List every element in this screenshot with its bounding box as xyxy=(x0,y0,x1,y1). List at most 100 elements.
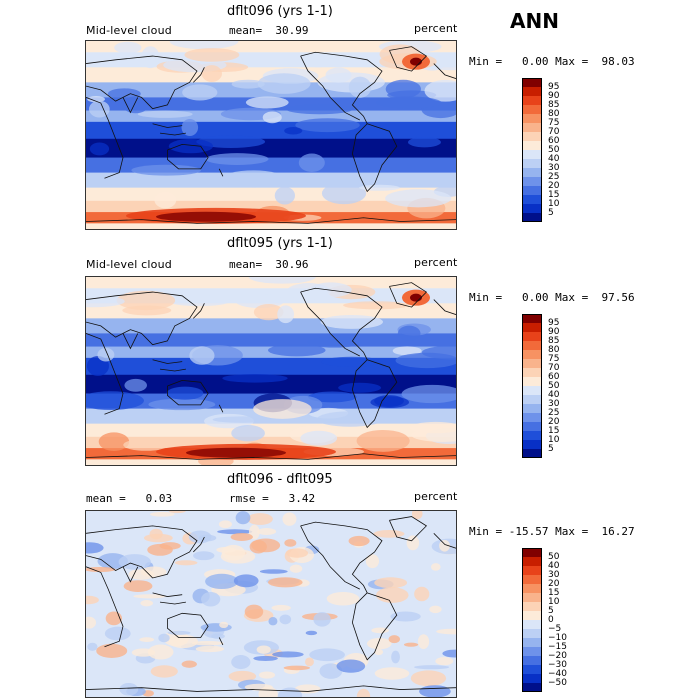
panel-2-map-field xyxy=(86,277,456,465)
colorbar-label: −30 xyxy=(548,660,567,670)
panel-3-title: dflt096 - dflt095 xyxy=(227,472,333,487)
colorbar-swatch xyxy=(522,665,542,674)
colorbar-swatch xyxy=(522,332,542,341)
colorbar-swatch xyxy=(522,386,542,395)
colorbar-swatch xyxy=(522,584,542,593)
colorbar-swatch xyxy=(522,78,542,87)
colorbar-swatch xyxy=(522,647,542,656)
colorbar-swatch xyxy=(522,377,542,386)
colorbar-swatch xyxy=(522,168,542,177)
colorbar-label: 5 xyxy=(548,606,554,616)
colorbar-swatch xyxy=(522,548,542,557)
panel-3-map-field xyxy=(86,511,456,697)
panel-3-units: percent xyxy=(414,490,458,503)
colorbar-label: 90 xyxy=(548,327,560,337)
colorbar-swatch xyxy=(522,593,542,602)
colorbar-label: 25 xyxy=(548,172,560,182)
colorbar-label: 0 xyxy=(548,615,554,625)
panel-2-map xyxy=(85,276,457,466)
colorbar-label: 20 xyxy=(548,417,560,427)
colorbar-swatch xyxy=(522,177,542,186)
colorbar-swatch xyxy=(522,395,542,404)
colorbar-label: 40 xyxy=(548,561,560,571)
panel-1-mean: mean= 30.99 xyxy=(229,24,309,37)
colorbar-label: 95 xyxy=(548,82,560,92)
colorbar-label: 50 xyxy=(548,552,560,562)
colorbar-label: 10 xyxy=(548,597,560,607)
colorbar-swatch xyxy=(522,341,542,350)
season-label: ANN xyxy=(510,9,559,33)
panel-2-minmax: Min = 0.00 Max = 97.56 xyxy=(469,291,635,304)
colorbar-label: 5 xyxy=(548,444,554,454)
colorbar-label: 40 xyxy=(548,390,560,400)
colorbar-label: 85 xyxy=(548,100,560,110)
colorbar-frame xyxy=(522,314,542,458)
colorbar-swatch xyxy=(522,674,542,683)
colorbar-label: 30 xyxy=(548,163,560,173)
colorbar-swatch xyxy=(522,87,542,96)
colorbar-swatch xyxy=(522,141,542,150)
colorbar-swatch xyxy=(522,638,542,647)
panel-3-map xyxy=(85,510,457,698)
colorbar-swatch xyxy=(522,683,542,692)
colorbar-label: 50 xyxy=(548,381,560,391)
colorbar-swatch xyxy=(522,123,542,132)
panel-1-map-field xyxy=(86,41,456,229)
colorbar-swatch xyxy=(522,213,542,222)
panel-2-units: percent xyxy=(414,256,458,269)
colorbar-label: −40 xyxy=(548,669,567,679)
colorbar-label: −15 xyxy=(548,642,567,652)
colorbar-label: −5 xyxy=(548,624,562,634)
colorbar-label: 5 xyxy=(548,208,554,218)
colorbar-label: 30 xyxy=(548,399,560,409)
colorbar-swatch xyxy=(522,656,542,665)
colorbar-label: −50 xyxy=(548,678,567,688)
panel-1-variable-label: Mid-level cloud xyxy=(86,24,172,37)
colorbar-swatch xyxy=(522,359,542,368)
colorbar-label: 20 xyxy=(548,579,560,589)
colorbar-swatch xyxy=(522,150,542,159)
colorbar-swatch xyxy=(522,105,542,114)
panel-3-minmax: Min = -15.57 Max = 16.27 xyxy=(469,525,635,538)
colorbar-label: 85 xyxy=(548,336,560,346)
colorbar-label: 90 xyxy=(548,91,560,101)
panel-3-rmse: rmse = 3.42 xyxy=(229,492,316,505)
colorbar-label: 60 xyxy=(548,372,560,382)
colorbar-label: 30 xyxy=(548,570,560,580)
colorbar-label: 15 xyxy=(548,426,560,436)
colorbar-swatch xyxy=(522,422,542,431)
colorbar-swatch xyxy=(522,566,542,575)
colorbar-label: 75 xyxy=(548,354,560,364)
colorbar-swatch xyxy=(522,314,542,323)
colorbar-label: 80 xyxy=(548,345,560,355)
colorbar-swatch xyxy=(522,611,542,620)
colorbar-label: 15 xyxy=(548,190,560,200)
colorbar-swatch xyxy=(522,195,542,204)
colorbar-swatch xyxy=(522,602,542,611)
colorbar-label: 95 xyxy=(548,318,560,328)
colorbar-label: 60 xyxy=(548,136,560,146)
panel-1-minmax: Min = 0.00 Max = 98.03 xyxy=(469,55,635,68)
colorbar-swatch xyxy=(522,186,542,195)
colorbar-label: 20 xyxy=(548,181,560,191)
panel-2-variable-label: Mid-level cloud xyxy=(86,258,172,271)
colorbar-label: 70 xyxy=(548,363,560,373)
colorbar-label: 75 xyxy=(548,118,560,128)
colorbar-label: 70 xyxy=(548,127,560,137)
colorbar-swatch xyxy=(522,114,542,123)
colorbar-label: 25 xyxy=(548,408,560,418)
colorbar-swatch xyxy=(522,204,542,213)
panel-1-title: dflt096 (yrs 1-1) xyxy=(227,4,333,19)
colorbar-swatch xyxy=(522,557,542,566)
colorbar-label: 40 xyxy=(548,154,560,164)
colorbar-swatch xyxy=(522,440,542,449)
colorbar-label: 15 xyxy=(548,588,560,598)
colorbar-swatch xyxy=(522,629,542,638)
colorbar-swatch xyxy=(522,431,542,440)
colorbar-label: 10 xyxy=(548,199,560,209)
colorbar-swatch xyxy=(522,159,542,168)
colorbar-swatch xyxy=(522,132,542,141)
colorbar-swatch xyxy=(522,413,542,422)
colorbar-label: 10 xyxy=(548,435,560,445)
colorbar-swatch xyxy=(522,449,542,458)
